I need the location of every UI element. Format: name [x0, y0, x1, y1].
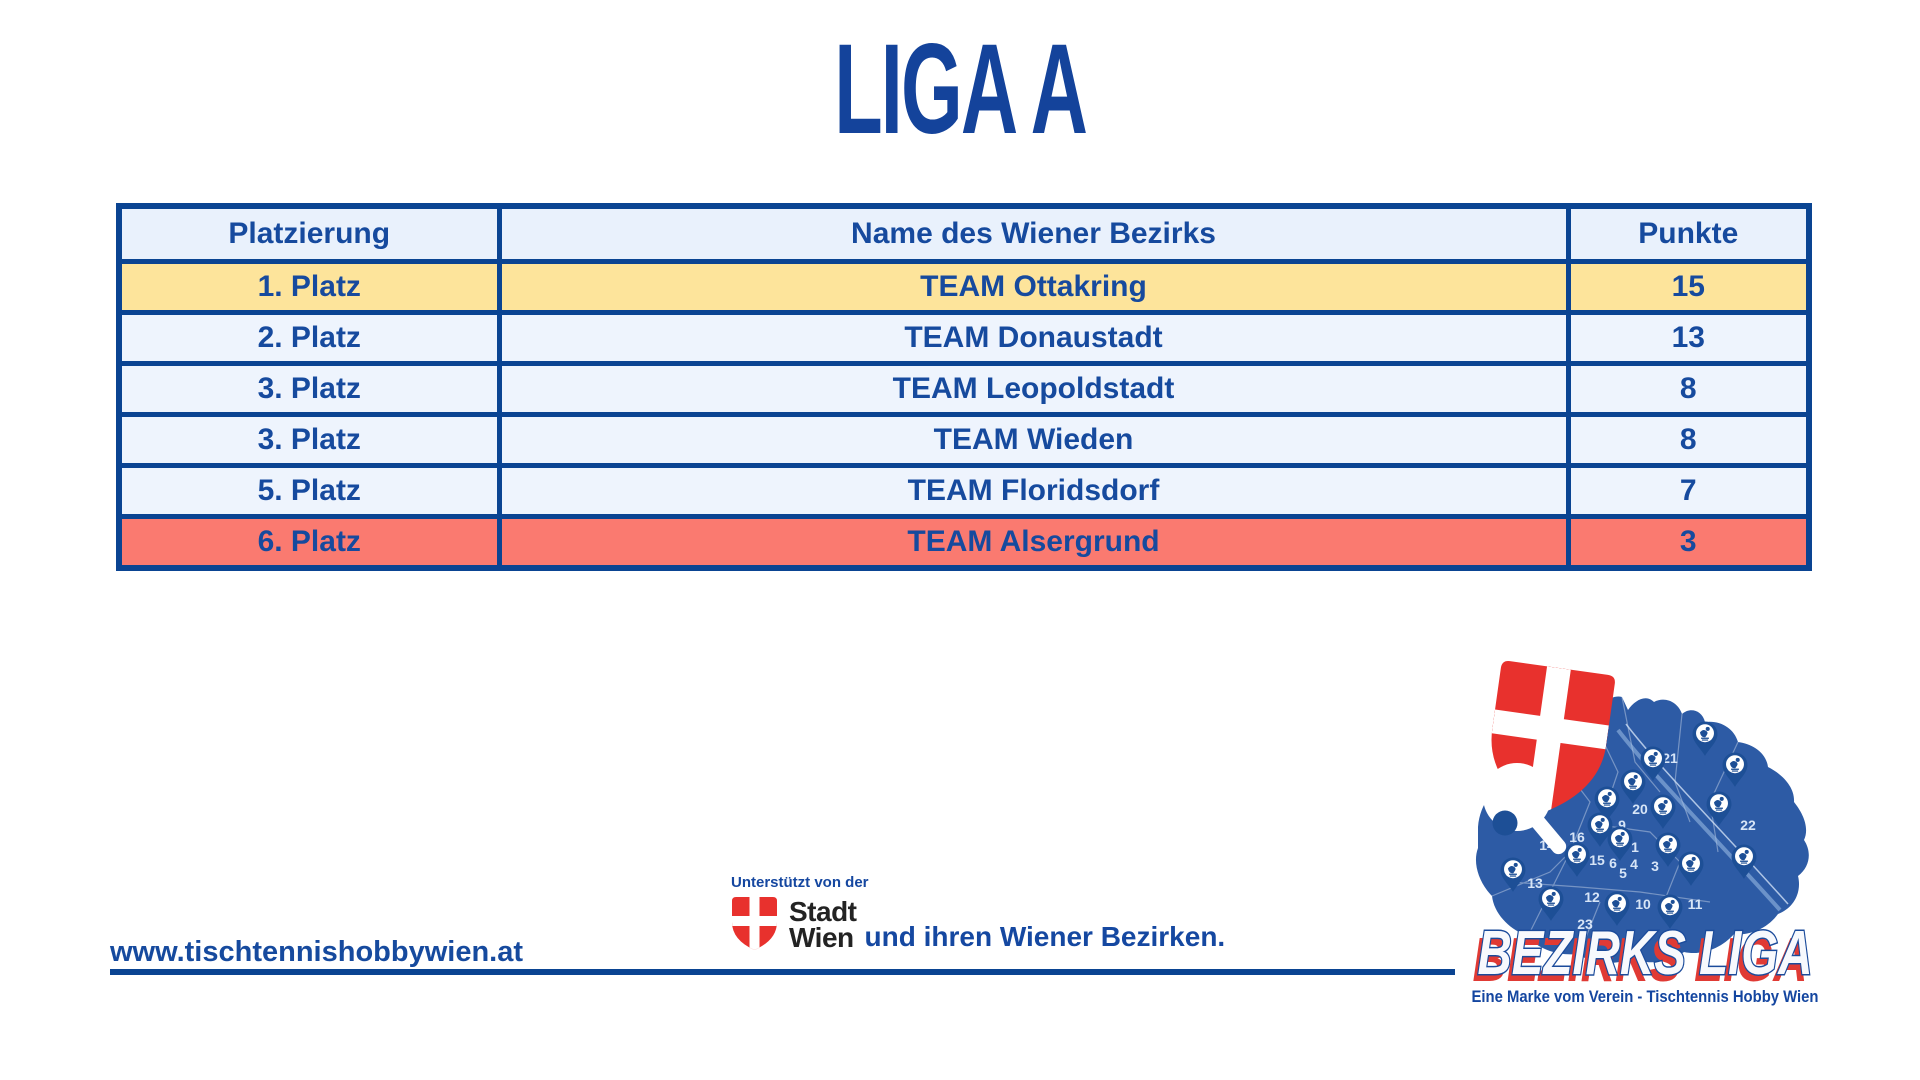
points-cell: 8 [1565, 412, 1812, 468]
district-number: 3 [1651, 858, 1659, 874]
footer-divider-line [110, 969, 1455, 975]
district-number: 15 [1589, 852, 1605, 868]
website-link[interactable]: www.tischtennishobbywien.at [110, 936, 524, 968]
team-cell: TEAM Leopoldstadt [496, 361, 1571, 417]
rank-cell: 3. Platz [116, 361, 502, 417]
supported-by-block: Unterstützt von der Stadt Wien und ihren… [731, 874, 1226, 953]
points-cell: 7 [1565, 463, 1812, 519]
team-cell: TEAM Ottakring [496, 259, 1571, 315]
league-table: Platzierung Name des Wiener Bezirks Punk… [116, 203, 1812, 571]
paddle-icon [1483, 763, 1567, 855]
district-number: 23 [1577, 916, 1593, 932]
district-number: 22 [1740, 817, 1756, 833]
team-cell: TEAM Donaustadt [496, 310, 1571, 366]
district-number: 10 [1635, 896, 1651, 912]
table-row: 6. Platz TEAM Alsergrund 3 [116, 514, 1812, 571]
stadt-wien-wordmark: Stadt Wien [789, 896, 857, 953]
team-cell: TEAM Floridsdorf [496, 463, 1571, 519]
page-title: LIGA A [834, 18, 1088, 161]
district-number: 9 [1618, 817, 1626, 833]
district-number: 1 [1631, 839, 1639, 855]
points-cell: 13 [1565, 310, 1812, 366]
table-header-row: Platzierung Name des Wiener Bezirks Punk… [116, 203, 1812, 264]
rank-cell: 1. Platz [116, 259, 502, 315]
district-number: 20 [1632, 801, 1648, 817]
district-number: 13 [1527, 875, 1543, 891]
header-punkte: Punkte [1565, 203, 1812, 264]
rank-cell: 2. Platz [116, 310, 502, 366]
page-title-wrap: LIGA A [0, 26, 1920, 154]
support-prefix-label: Unterstützt von der [731, 874, 869, 891]
brand-tagline: Eine Marke vom Verein - Tischtennis Hobb… [1472, 988, 1819, 1006]
brand-wordmark: BEZIRKS LIGA [1478, 919, 1813, 988]
rank-cell: 5. Platz [116, 463, 502, 519]
district-number: 11 [1688, 896, 1703, 912]
table-row: 3. Platz TEAM Wieden 8 [116, 412, 1812, 468]
district-number: 5 [1619, 865, 1627, 881]
points-cell: 15 [1565, 259, 1812, 315]
brand-wordmark-shadow: BEZIRKS LIGA [1473, 926, 1808, 995]
district-number: 21 [1662, 750, 1678, 766]
district-number: 4 [1630, 856, 1638, 872]
rank-cell: 3. Platz [116, 412, 502, 468]
district-number: 6 [1609, 855, 1617, 871]
header-platzierung: Platzierung [116, 203, 502, 264]
points-cell: 3 [1565, 514, 1812, 571]
table-row: 1. Platz TEAM Ottakring 15 [116, 259, 1812, 315]
table-row: 2. Platz TEAM Donaustadt 13 [116, 310, 1812, 366]
stadt-wien-shield-icon [732, 897, 777, 950]
stadt-wien-line1: Stadt [789, 896, 857, 927]
district-number: 12 [1584, 889, 1600, 905]
ball-icon [1492, 810, 1518, 836]
points-cell: 8 [1565, 361, 1812, 417]
district-number: 16 [1569, 829, 1585, 845]
team-cell: TEAM Wieden [496, 412, 1571, 468]
bezirksliga-logo: 21 20 22 9 16 14 1 15 6 5 4 3 13 12 10 1… [1450, 652, 1840, 1012]
support-suffix-label: und ihren Wiener Bezirken. [864, 921, 1226, 952]
stadt-wien-line2: Wien [789, 922, 854, 953]
danube-river [1616, 723, 1789, 912]
rank-cell: 6. Platz [116, 514, 502, 571]
header-bezirk-name: Name des Wiener Bezirks [496, 203, 1571, 264]
table-row: 5. Platz TEAM Floridsdorf 7 [116, 463, 1812, 519]
team-cell: TEAM Alsergrund [496, 514, 1571, 571]
table-row: 3. Platz TEAM Leopoldstadt 8 [116, 361, 1812, 417]
